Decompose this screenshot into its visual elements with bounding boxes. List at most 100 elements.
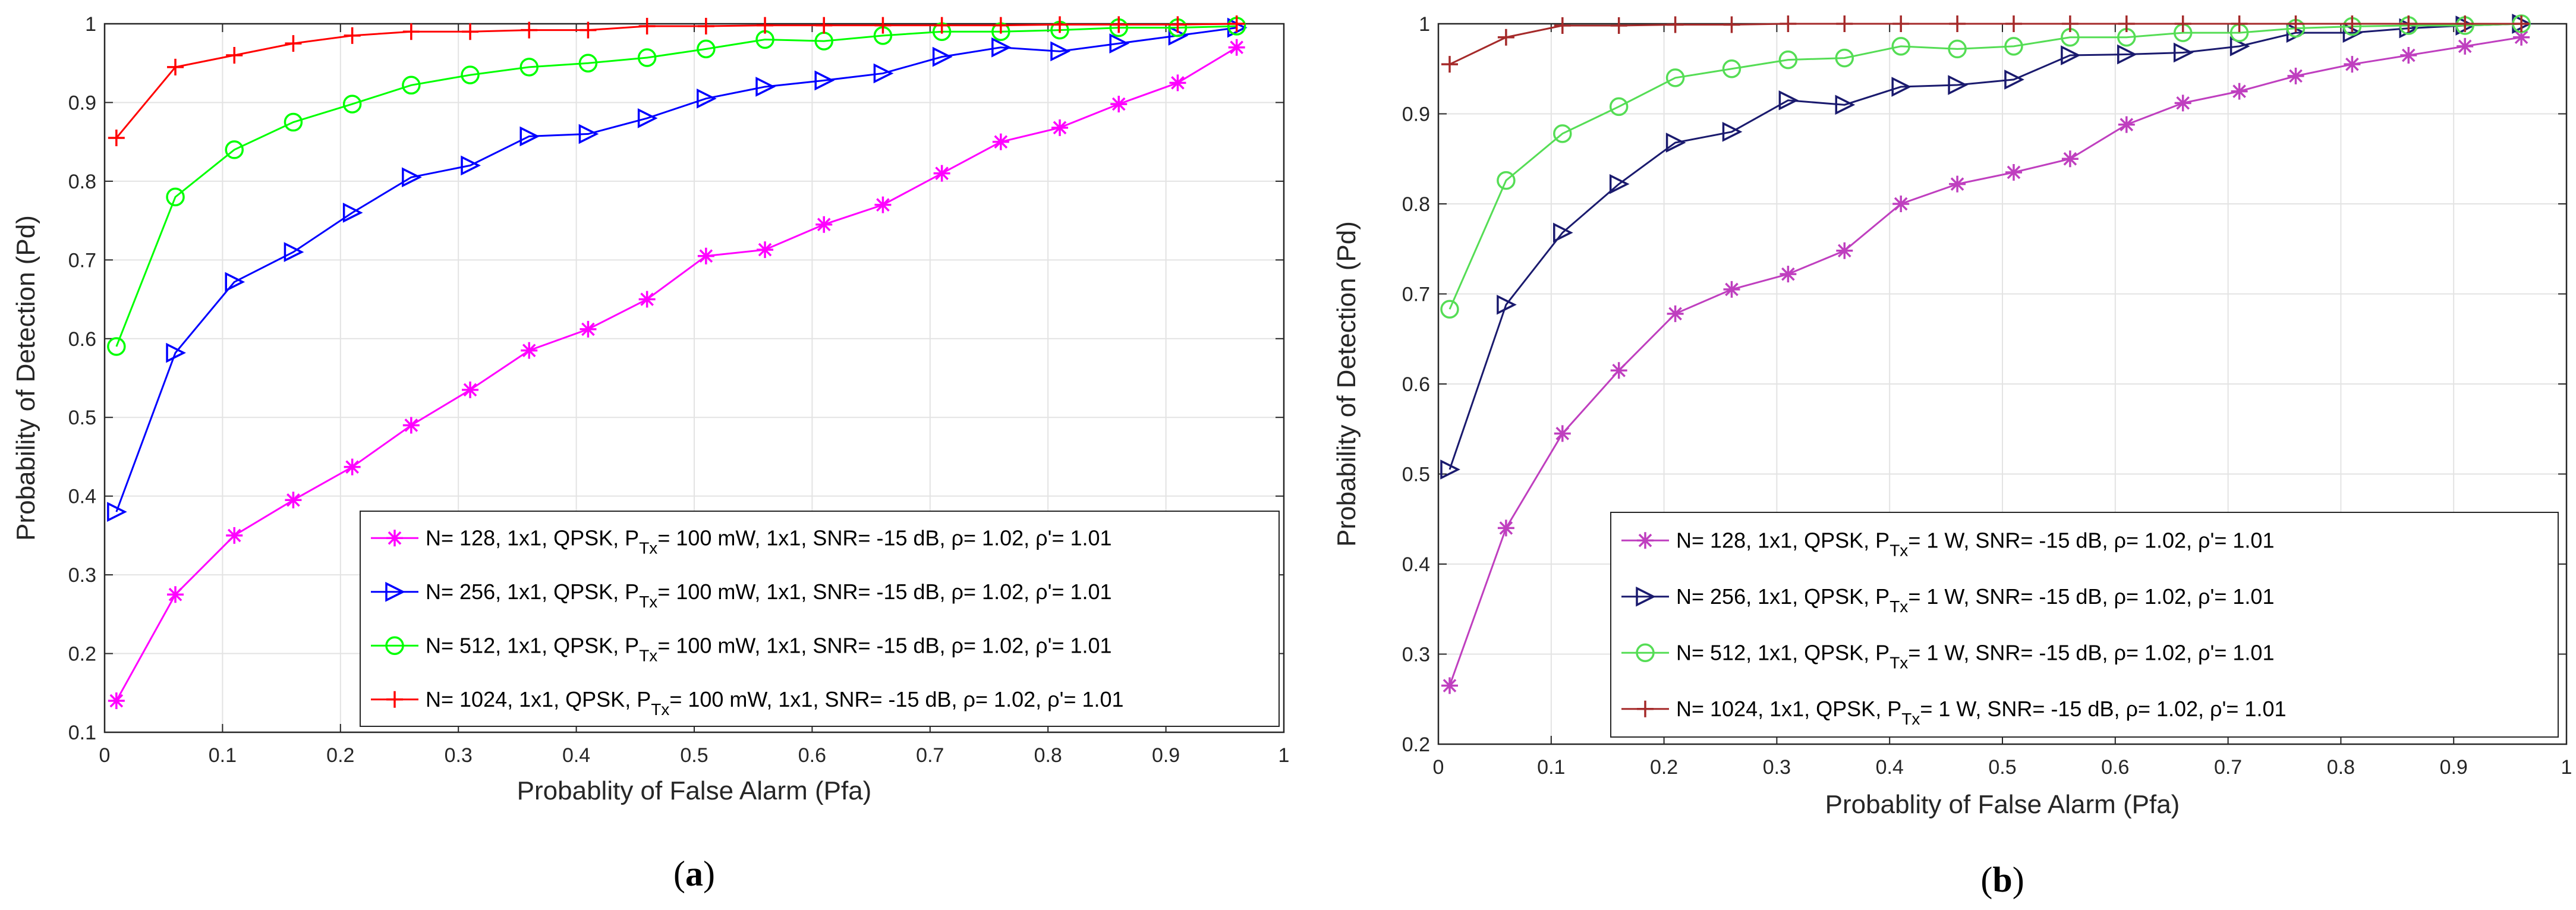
data-point (167, 586, 184, 603)
legend-box (360, 511, 1280, 727)
data-point (1723, 16, 1740, 33)
y-tick-label: 1 (85, 13, 96, 36)
caption-close: ) (2013, 860, 2024, 899)
legend-label: N= 256, 1x1, QPSK, PTx= 1 W, SNR= -15 dB… (1676, 584, 2274, 616)
y-tick-label: 0.8 (68, 171, 96, 193)
legend-label-subscript: Tx (639, 539, 657, 557)
x-axis-label: Probablity of False Alarm (Pfa) (1825, 790, 2180, 819)
data-point (519, 126, 540, 147)
legend-label-text: = 100 mW, 1x1, SNR= -15 dB, ρ= 1.02, ρ'=… (657, 633, 1111, 657)
data-point (1892, 15, 1910, 32)
legend-label-text: N= 128, 1x1, QPSK, P (1676, 528, 1890, 552)
legend-label-text: N= 128, 1x1, QPSK, P (426, 525, 639, 550)
data-point (1610, 362, 1627, 379)
data-point (1949, 15, 1966, 32)
legend-marker (385, 581, 405, 602)
series-line (115, 46, 1237, 701)
caption-close: ) (703, 854, 715, 893)
data-point (2457, 37, 2474, 55)
data-point (1610, 17, 1627, 34)
data-point (815, 216, 833, 233)
data-point (225, 272, 245, 292)
data-point (1836, 242, 1853, 259)
data-point (1667, 16, 1684, 33)
x-tick-label: 0.6 (2101, 756, 2129, 779)
data-point (167, 58, 184, 75)
data-point (2173, 42, 2194, 63)
legend-label-subscript: Tx (1890, 653, 1908, 672)
x-tick-label: 0.5 (680, 744, 708, 767)
data-point (461, 155, 481, 176)
data-point (402, 417, 420, 434)
data-point (815, 17, 833, 34)
data-point (461, 65, 480, 84)
data-point (933, 165, 950, 182)
data-point (1109, 33, 1130, 53)
data-point (285, 492, 302, 509)
x-tick-label: 1 (1278, 744, 1290, 767)
data-point (991, 37, 1012, 58)
x-tick-label: 0.4 (562, 744, 590, 767)
data-point (519, 58, 538, 77)
data-point (1169, 74, 1186, 92)
data-point (1609, 97, 1629, 116)
legend-entry: N= 1024, 1x1, QPSK, PTx= 1 W, SNR= -15 d… (1621, 697, 2287, 728)
legend-label-text: N= 256, 1x1, QPSK, P (1676, 584, 1890, 609)
legend-entry: N= 512, 1x1, QPSK, PTx= 1 W, SNR= -15 dB… (1621, 640, 2274, 672)
data-point (402, 167, 422, 188)
y-axis-label: Probability of Detection (Pd) (1332, 221, 1361, 547)
x-tick-label: 0.4 (1876, 756, 1904, 779)
x-tick-label: 0 (1433, 756, 1444, 779)
data-point (2287, 15, 2304, 32)
data-point (2457, 15, 2474, 32)
data-point (1892, 196, 1910, 212)
data-point (2513, 29, 2530, 46)
y-tick-label: 0.5 (1402, 464, 1430, 486)
series-4 (1441, 15, 2530, 73)
data-point (814, 70, 835, 91)
data-point (108, 130, 125, 147)
x-tick-label: 0.6 (798, 744, 826, 767)
legend-marker (386, 530, 403, 547)
data-point (874, 17, 892, 34)
data-point (1667, 305, 1684, 322)
data-point (1723, 281, 1740, 298)
data-point (226, 46, 243, 64)
data-point (2344, 56, 2361, 73)
legend-label-text: = 100 mW, 1x1, SNR= -15 dB, ρ= 1.02, ρ'=… (657, 525, 1111, 550)
data-point (1780, 266, 1797, 283)
x-tick-label: 0.2 (326, 744, 354, 767)
data-point (637, 108, 658, 128)
data-point (1609, 174, 1630, 194)
series-4 (108, 15, 1245, 147)
y-tick-label: 0.4 (68, 486, 96, 508)
y-tick-label: 0.5 (68, 407, 96, 429)
legend-label-subscript: Tx (1890, 597, 1908, 616)
x-tick-label: 0.1 (209, 744, 237, 767)
y-tick-label: 0.2 (68, 643, 96, 666)
legend-marker (386, 691, 403, 708)
data-point (108, 692, 125, 710)
data-point (225, 140, 244, 159)
data-point (462, 381, 479, 398)
data-point (1948, 39, 1967, 59)
caption-open: ( (1980, 860, 1992, 899)
y-axis-label: Probability of Detection (Pd) (11, 215, 40, 541)
data-point (1665, 133, 1686, 153)
data-point (344, 458, 361, 476)
data-point (2061, 15, 2079, 32)
legend-box (1610, 512, 2559, 738)
data-point (578, 124, 599, 144)
legend-marker (1637, 700, 1654, 717)
data-point (2344, 15, 2361, 32)
data-point (1497, 171, 1516, 190)
data-point (2400, 47, 2417, 64)
legend-entry: N= 128, 1x1, QPSK, PTx= 1 W, SNR= -15 dB… (1621, 528, 2274, 559)
data-point (580, 21, 597, 39)
data-point (1836, 15, 1853, 32)
legend: N= 128, 1x1, QPSK, PTx= 100 mW, 1x1, SNR… (360, 511, 1280, 727)
y-tick-label: 0.2 (1402, 733, 1430, 756)
data-point (1440, 459, 1460, 480)
data-point (1780, 15, 1797, 32)
